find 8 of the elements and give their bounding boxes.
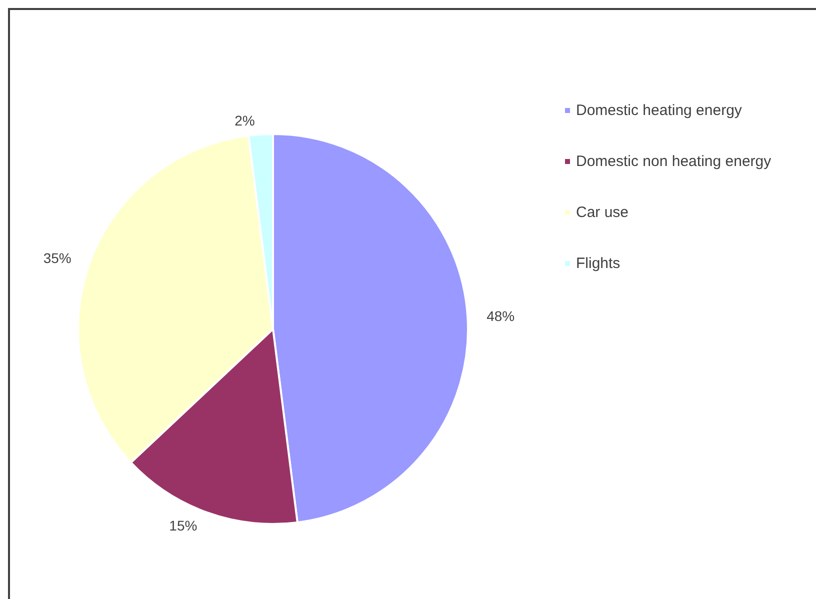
legend-label: Car use [576, 204, 629, 221]
data-label: 48% [486, 308, 515, 324]
legend-label: Flights [576, 255, 620, 272]
legend-label: Domestic heating energy [576, 102, 742, 119]
legend-label: Domestic non heating energy [576, 153, 772, 170]
data-label: 35% [43, 250, 72, 266]
data-label: 15% [169, 518, 198, 534]
data-label: 2% [234, 112, 255, 128]
